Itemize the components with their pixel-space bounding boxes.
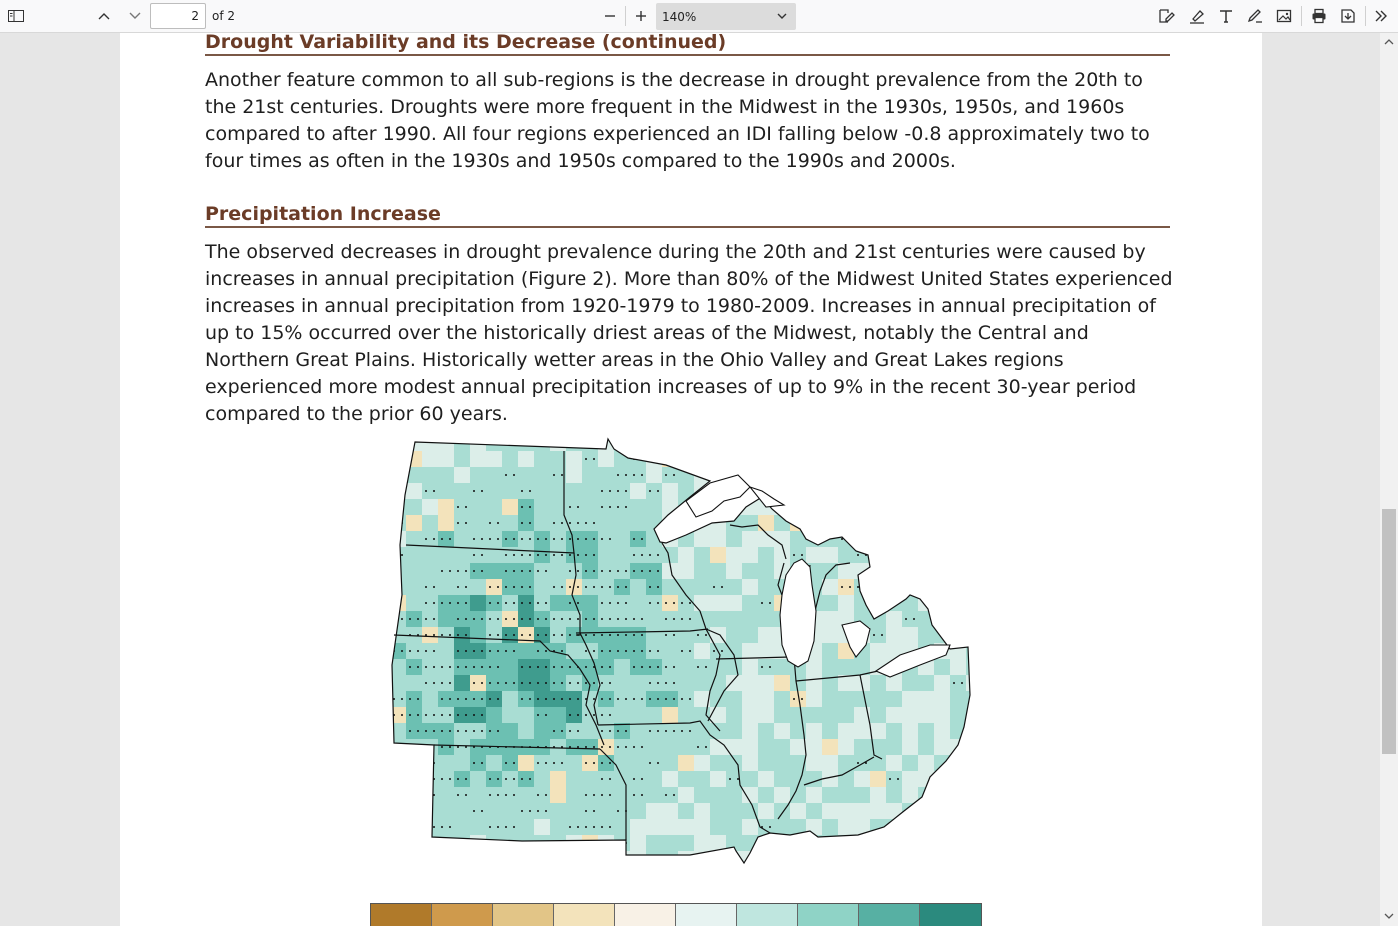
sidebar-toggle-icon[interactable] xyxy=(6,4,26,28)
highlight-icon[interactable] xyxy=(1187,4,1207,28)
pdf-toolbar: of 2 140% xyxy=(0,0,1398,33)
paragraph-drought: Another feature common to all sub-region… xyxy=(205,69,1150,172)
legend-swatch xyxy=(432,904,493,926)
scroll-up-icon[interactable] xyxy=(1383,37,1395,47)
section-heading-drought: Drought Variability and its Decrease (co… xyxy=(205,33,1170,56)
text-icon[interactable] xyxy=(1216,4,1236,28)
toolbar-separator xyxy=(1301,6,1302,26)
paragraph-precipitation: The observed decreases in drought preval… xyxy=(205,241,1173,425)
zoom-in-icon[interactable] xyxy=(632,4,650,28)
print-icon[interactable] xyxy=(1309,4,1329,28)
toolbar-separator xyxy=(1365,6,1366,26)
zoom-select[interactable]: 140% xyxy=(656,3,796,30)
vertical-scrollbar[interactable] xyxy=(1380,33,1398,926)
legend-swatch xyxy=(798,904,859,926)
save-icon[interactable] xyxy=(1338,4,1358,28)
toolbar-separator xyxy=(625,6,626,26)
more-tools-icon[interactable] xyxy=(1370,4,1392,28)
legend-swatch xyxy=(920,904,981,926)
legend-swatch xyxy=(737,904,798,926)
legend-swatch xyxy=(493,904,554,926)
legend-swatch xyxy=(859,904,920,926)
scroll-down-icon[interactable] xyxy=(1383,911,1395,921)
scroll-thumb[interactable] xyxy=(1382,509,1396,754)
legend-swatch xyxy=(554,904,615,926)
page-number-input[interactable] xyxy=(150,3,206,29)
previous-page-icon[interactable] xyxy=(95,4,113,28)
section-heading-precipitation: Precipitation Increase xyxy=(205,203,1170,228)
zoom-out-icon[interactable] xyxy=(601,4,619,28)
legend-swatch xyxy=(615,904,676,926)
legend-swatch xyxy=(371,904,432,926)
page-count-label: of 2 xyxy=(212,9,236,23)
legend-swatch xyxy=(676,904,737,926)
precipitation-change-map xyxy=(391,437,971,865)
zoom-value: 140% xyxy=(662,9,697,24)
image-icon[interactable] xyxy=(1274,4,1294,28)
document-viewer[interactable]: Drought Variability and its Decrease (co… xyxy=(0,33,1380,926)
next-page-icon[interactable] xyxy=(126,4,144,28)
edit-pdf-icon[interactable] xyxy=(1157,4,1177,28)
pdf-page: Drought Variability and its Decrease (co… xyxy=(120,33,1262,926)
chevron-down-icon xyxy=(777,13,787,19)
map-legend xyxy=(370,903,982,926)
great-lakes xyxy=(685,474,951,678)
draw-icon[interactable] xyxy=(1245,4,1265,28)
